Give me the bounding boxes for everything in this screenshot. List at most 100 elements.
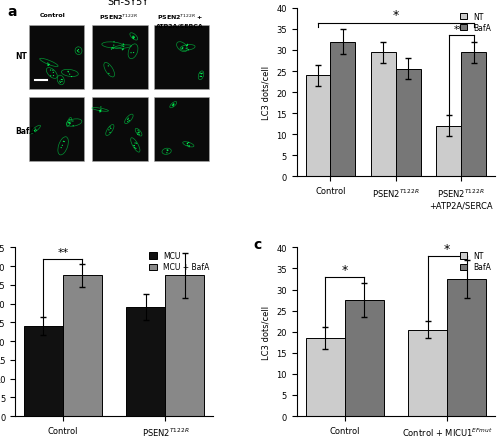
Bar (24, 326, 63, 416)
Text: PSEN2$^{T122R}$ +
ATP2A/SERCA: PSEN2$^{T122R}$ + ATP2A/SERCA (156, 13, 204, 28)
Text: ***: *** (454, 25, 468, 35)
Text: *: * (392, 9, 399, 22)
Circle shape (132, 38, 134, 39)
Circle shape (99, 111, 100, 112)
Circle shape (167, 150, 168, 151)
Circle shape (166, 150, 168, 151)
Bar (154, 98, 210, 162)
Circle shape (52, 73, 54, 74)
Circle shape (188, 145, 190, 147)
Circle shape (123, 49, 124, 50)
Circle shape (50, 76, 51, 77)
Bar (29, 25, 84, 89)
Bar (408, 330, 447, 416)
Circle shape (62, 80, 63, 81)
Circle shape (112, 48, 113, 49)
Circle shape (137, 134, 138, 135)
Circle shape (61, 82, 62, 83)
Circle shape (173, 104, 174, 106)
Circle shape (72, 121, 74, 122)
Circle shape (48, 65, 50, 66)
Circle shape (100, 111, 102, 113)
Circle shape (188, 142, 190, 144)
Circle shape (72, 126, 74, 127)
Circle shape (62, 145, 63, 147)
Circle shape (200, 74, 202, 75)
Circle shape (128, 121, 130, 122)
Circle shape (187, 45, 188, 46)
Circle shape (100, 107, 102, 108)
Circle shape (108, 74, 110, 75)
Circle shape (60, 82, 61, 84)
Circle shape (133, 39, 134, 40)
Bar (92, 98, 148, 162)
Circle shape (34, 131, 35, 132)
Text: BafA: BafA (15, 127, 35, 136)
Circle shape (134, 145, 135, 147)
Circle shape (100, 110, 102, 111)
Circle shape (52, 71, 54, 72)
Circle shape (63, 141, 64, 142)
Circle shape (186, 46, 188, 47)
Circle shape (64, 141, 65, 143)
Circle shape (186, 46, 188, 47)
Circle shape (100, 111, 102, 113)
Circle shape (138, 134, 140, 136)
Circle shape (48, 64, 50, 66)
Circle shape (127, 120, 128, 121)
Y-axis label: LC3 dots/cell: LC3 dots/cell (262, 66, 271, 120)
Text: *: * (342, 263, 347, 276)
Bar (154, 25, 210, 89)
Circle shape (132, 38, 134, 39)
Circle shape (182, 49, 184, 50)
Circle shape (69, 120, 70, 121)
Bar (63, 276, 102, 416)
Circle shape (135, 148, 136, 150)
Circle shape (200, 77, 202, 78)
Circle shape (60, 148, 62, 149)
Circle shape (166, 153, 168, 154)
Circle shape (186, 145, 188, 146)
Circle shape (68, 123, 70, 124)
Circle shape (69, 74, 70, 75)
Circle shape (122, 49, 123, 51)
Bar (461, 53, 486, 177)
Circle shape (48, 66, 49, 67)
Circle shape (123, 45, 124, 46)
Circle shape (200, 77, 201, 78)
Circle shape (188, 147, 190, 148)
Circle shape (71, 77, 72, 78)
Circle shape (111, 49, 112, 50)
Circle shape (110, 127, 111, 128)
Circle shape (53, 76, 54, 77)
Circle shape (108, 130, 110, 131)
Circle shape (68, 123, 70, 124)
Circle shape (182, 48, 184, 49)
Circle shape (77, 51, 78, 52)
Text: NT: NT (15, 51, 27, 60)
Circle shape (99, 112, 100, 113)
Circle shape (69, 124, 70, 125)
Circle shape (133, 37, 134, 38)
Bar (344, 300, 384, 416)
Circle shape (132, 37, 133, 39)
Circle shape (167, 151, 168, 152)
Bar (330, 42, 355, 177)
Circle shape (78, 50, 79, 51)
Circle shape (186, 144, 188, 145)
Y-axis label: LC3 dots/cell: LC3 dots/cell (262, 305, 271, 359)
Bar (166, 276, 204, 416)
Bar (306, 76, 330, 177)
Legend: MCU, MCU + BafA: MCU, MCU + BafA (150, 251, 210, 272)
Bar (447, 279, 486, 416)
Circle shape (201, 74, 202, 75)
Text: c: c (253, 238, 262, 252)
Circle shape (201, 77, 202, 78)
Bar (126, 307, 166, 416)
Circle shape (59, 81, 60, 83)
Circle shape (108, 66, 109, 67)
Bar (371, 53, 396, 177)
Bar (29, 98, 84, 162)
Circle shape (122, 44, 124, 46)
Circle shape (112, 48, 114, 49)
